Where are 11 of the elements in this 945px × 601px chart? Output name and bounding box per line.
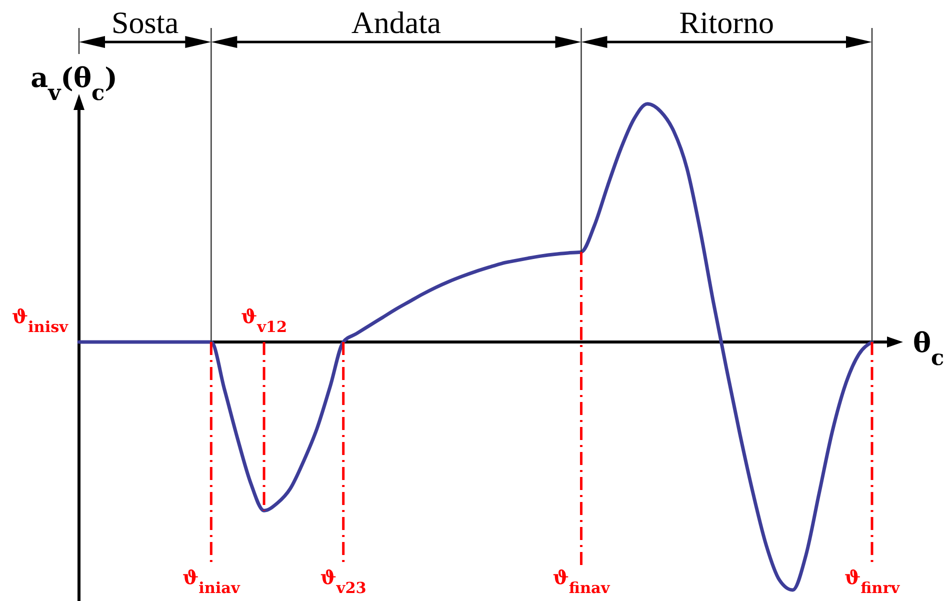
y-axis-title: a$_{v}$(θ$_{c}$) <box>30 63 118 106</box>
text: ϑ$_{inisv}$ <box>12 306 70 336</box>
x-tick-label: ϑ$_{finav}$ <box>552 567 611 597</box>
text: Ritorno <box>679 5 774 40</box>
x-tick-label: ϑ$_{v23}$ <box>320 567 366 597</box>
text: Sosta <box>111 5 179 40</box>
x-tick-label: ϑ$_{iniav}$ <box>182 567 242 597</box>
text: Andata <box>351 5 442 40</box>
x-tick-label: ϑ$_{v12}$ <box>240 306 288 336</box>
x-axis-title: θ$_{c}$ <box>913 328 944 370</box>
x-tick-label: ϑ$_{finrv}$ <box>844 567 901 597</box>
